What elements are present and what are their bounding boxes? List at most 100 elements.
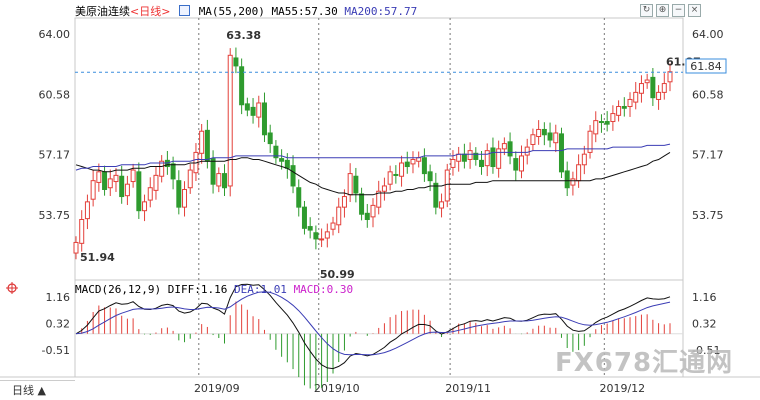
candle	[96, 163, 102, 192]
candle	[301, 200, 307, 235]
candle	[119, 165, 125, 204]
close-icon[interactable]: ×	[688, 4, 701, 17]
candle	[461, 143, 467, 169]
candle-body	[284, 159, 290, 169]
candle-body	[147, 187, 153, 201]
candle	[399, 155, 405, 187]
candle-body	[644, 79, 650, 84]
candle	[222, 164, 227, 197]
candle-body	[530, 134, 536, 145]
candle-body	[256, 102, 262, 118]
candle-body	[102, 171, 108, 190]
macd-tick-label-left: 0.32	[46, 318, 71, 331]
candle	[233, 47, 239, 74]
candle	[650, 68, 656, 106]
candle	[507, 132, 513, 165]
candle-body	[227, 54, 233, 187]
candle-body	[319, 238, 325, 241]
candle	[199, 123, 205, 164]
time-tick-label: 2019/10	[314, 382, 360, 395]
candle-body	[633, 91, 639, 103]
candle	[319, 228, 325, 248]
candle-body	[513, 158, 519, 171]
candle-body	[547, 132, 553, 141]
candle-body	[90, 180, 96, 200]
candle	[176, 170, 182, 215]
candle-body	[124, 183, 130, 197]
candle	[627, 92, 633, 117]
candle	[136, 162, 142, 219]
price-annotation: 63.38	[226, 29, 261, 42]
candle-body	[182, 188, 188, 208]
candle-body	[558, 133, 564, 173]
dea-line	[75, 291, 671, 356]
price-tick-label-left: 60.58	[39, 89, 71, 102]
macd-series	[75, 283, 683, 390]
candle	[450, 150, 456, 176]
candle-body	[376, 190, 382, 208]
zoom-icon[interactable]: ⊕	[656, 4, 669, 17]
candle-body	[216, 173, 222, 187]
price-tick-label-left: 53.75	[39, 209, 71, 222]
candle	[364, 203, 370, 228]
refresh-icon[interactable]: ↻	[640, 4, 653, 17]
candle	[439, 193, 445, 218]
candle	[170, 156, 176, 190]
candle-body	[598, 121, 604, 124]
candle	[558, 127, 564, 179]
macd-label: MACD(26,12,9)	[75, 283, 162, 296]
candle-body	[581, 153, 587, 166]
candle	[381, 177, 387, 201]
candle	[530, 128, 536, 151]
candle-body	[324, 231, 330, 239]
candle-body	[336, 206, 342, 226]
ma-settings-icon[interactable]	[179, 5, 191, 16]
candle-body	[507, 141, 513, 157]
candle-body	[347, 173, 353, 196]
candle	[541, 122, 547, 146]
macd-tick-label-right: 0.32	[692, 318, 717, 331]
period-tab[interactable]: 日线 ▲	[0, 380, 75, 400]
candle-body	[570, 178, 576, 186]
candle-body	[330, 222, 336, 230]
watermark-logo: FX678汇通网	[555, 348, 734, 378]
candle	[73, 236, 79, 260]
candle	[633, 81, 639, 110]
candle-body	[73, 241, 79, 254]
candle	[227, 48, 233, 197]
candle-body	[661, 83, 667, 93]
candle-body	[290, 165, 296, 187]
candle-body	[119, 175, 125, 198]
candle	[244, 97, 250, 117]
candle	[250, 98, 256, 124]
time-tick-label: 2019/09	[194, 382, 240, 395]
candle-body	[484, 150, 490, 167]
candle-body	[244, 103, 250, 111]
candle	[376, 180, 382, 215]
candle	[210, 150, 216, 194]
crosshair-target-icon[interactable]	[6, 282, 18, 294]
candle-body	[536, 128, 542, 138]
candle	[336, 197, 342, 234]
candle	[621, 97, 627, 117]
price-tick-label-right: 60.58	[692, 89, 724, 102]
candle	[256, 95, 262, 128]
time-tick-label: 2019/12	[599, 382, 645, 395]
candle-body	[610, 113, 616, 123]
candle-body	[656, 91, 662, 100]
candle	[513, 151, 519, 181]
candle	[107, 169, 113, 197]
candle-body	[176, 180, 182, 208]
candle-body	[490, 147, 496, 168]
instrument-name: 美原油连续	[75, 5, 130, 18]
candle	[313, 225, 319, 250]
candle-body	[650, 76, 656, 99]
minimize-icon[interactable]: −	[672, 4, 685, 17]
period-label[interactable]: <日线>	[130, 5, 171, 18]
candle	[490, 137, 496, 174]
candle-body	[410, 158, 416, 165]
candle	[216, 167, 222, 193]
candle	[644, 73, 650, 89]
candle-body	[433, 182, 439, 208]
